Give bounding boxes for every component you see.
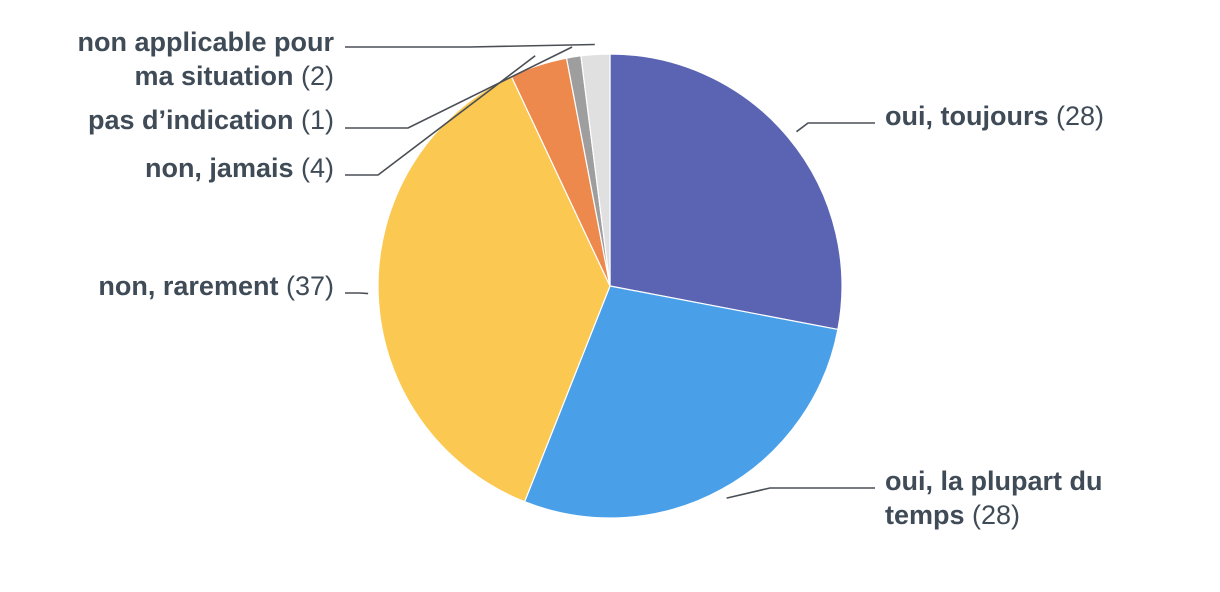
leader-line-3 [345, 55, 536, 176]
slice-label-1: oui, la plupart du temps (28) [885, 466, 1103, 530]
slice-label-line: non, rarement [98, 271, 278, 301]
slice-label-line: temps [885, 500, 965, 530]
leader-lines [345, 43, 875, 499]
slice-label-line: pas d’indication [88, 105, 294, 135]
pie-slice-2 [377, 75, 611, 503]
pie-slices [377, 53, 843, 519]
slice-label-line: non applicable pour [77, 27, 334, 57]
leader-line-2 [345, 292, 369, 295]
slice-count: (28) [965, 500, 1021, 530]
leader-line-4 [345, 46, 573, 129]
pie-slice-0 [609, 53, 843, 331]
slice-label-line: oui, toujours [885, 101, 1048, 131]
slice-label-5: non applicable pour ma situation (2) [77, 27, 334, 91]
slice-label-line: non, jamais [145, 153, 294, 183]
slice-count: (37) [278, 271, 334, 301]
slice-label-line: ma situation [134, 61, 293, 91]
slice-count: (2) [294, 61, 335, 91]
slice-labels: oui, toujours (28) oui, la plupart du temp… [77, 27, 1104, 530]
slice-label-line: oui, la plupart du [885, 466, 1103, 496]
slice-count: (4) [294, 153, 335, 183]
slice-label-0: oui, toujours (28) [885, 101, 1104, 131]
slice-label-4: pas d’indication (1) [88, 105, 334, 135]
leader-line-0 [796, 122, 875, 133]
pie-slice-5 [580, 53, 611, 287]
slice-label-3: non, jamais (4) [145, 153, 334, 183]
slice-count: (1) [294, 105, 335, 135]
leader-line-5 [345, 43, 595, 48]
leader-line-1 [726, 487, 875, 499]
pie-slice-1 [523, 285, 839, 519]
slice-count: (28) [1048, 101, 1104, 131]
slice-label-2: non, rarement (37) [98, 271, 334, 301]
